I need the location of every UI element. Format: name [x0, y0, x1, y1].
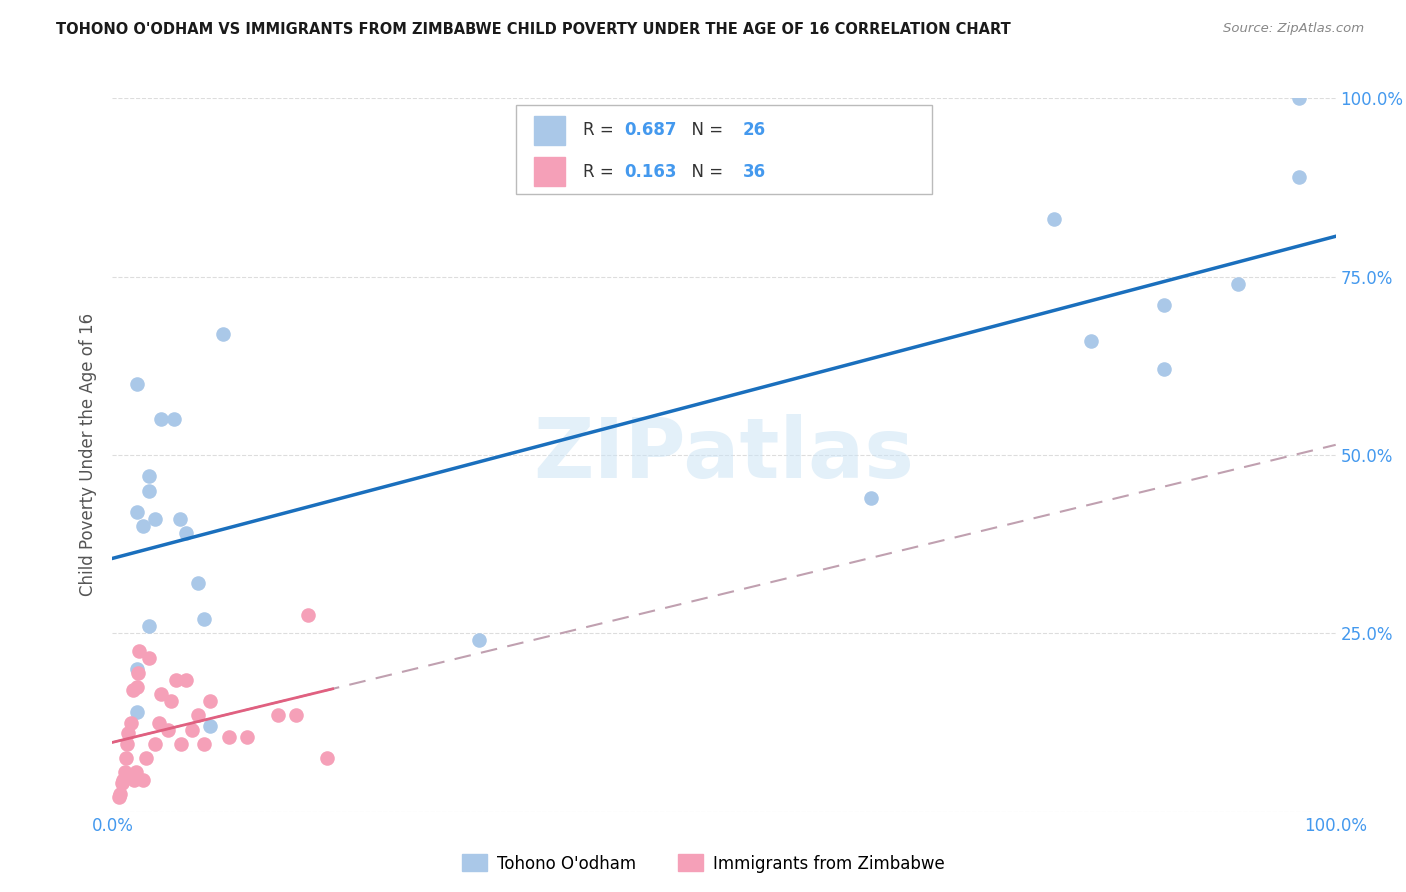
Point [108, 787, 131, 801]
Point [125, 662, 148, 676]
Point [284, 708, 308, 723]
Point [125, 765, 148, 780]
Point [115, 751, 138, 765]
Point [218, 730, 240, 744]
Point [1043, 212, 1066, 227]
Point [1226, 277, 1249, 291]
Point [111, 776, 134, 790]
Text: N =: N = [682, 121, 728, 139]
Point [187, 708, 209, 723]
Point [169, 512, 191, 526]
Text: ZIPatlas: ZIPatlas [534, 415, 914, 495]
Point [1288, 169, 1310, 184]
Point [193, 737, 215, 751]
Point [1288, 91, 1310, 105]
Point [138, 619, 160, 633]
Point [211, 326, 233, 341]
Legend: Tohono O'odham, Immigrants from Zimbabwe: Tohono O'odham, Immigrants from Zimbabwe [456, 847, 950, 880]
Point [128, 644, 150, 658]
Point [156, 723, 179, 737]
Point [1080, 334, 1102, 348]
Point [236, 730, 259, 744]
Point [174, 526, 197, 541]
Point [125, 376, 148, 391]
Point [170, 737, 193, 751]
Point [174, 673, 197, 687]
Point [138, 483, 160, 498]
Point [859, 491, 882, 505]
Point [200, 694, 222, 708]
Point [125, 505, 148, 519]
Text: 0.163: 0.163 [624, 162, 676, 180]
Point [117, 726, 139, 740]
Point [148, 715, 170, 730]
Point [127, 665, 149, 680]
Text: R =: R = [583, 121, 620, 139]
Point [266, 708, 288, 723]
Point [297, 608, 319, 623]
Text: Source: ZipAtlas.com: Source: ZipAtlas.com [1223, 22, 1364, 36]
FancyBboxPatch shape [534, 157, 565, 186]
Point [115, 737, 138, 751]
Point [1153, 362, 1175, 376]
Point [163, 412, 186, 426]
Text: TOHONO O'ODHAM VS IMMIGRANTS FROM ZIMBABWE CHILD POVERTY UNDER THE AGE OF 16 COR: TOHONO O'ODHAM VS IMMIGRANTS FROM ZIMBAB… [56, 22, 1011, 37]
Point [114, 765, 136, 780]
Point [120, 715, 142, 730]
Point [150, 412, 173, 426]
Point [107, 790, 129, 805]
FancyBboxPatch shape [534, 116, 565, 145]
Point [187, 576, 209, 591]
Point [315, 751, 337, 765]
Text: 26: 26 [742, 121, 765, 139]
Text: R =: R = [583, 162, 620, 180]
Text: 36: 36 [742, 162, 765, 180]
Y-axis label: Child Poverty Under the Age of 16: Child Poverty Under the Age of 16 [79, 313, 97, 597]
Point [150, 687, 173, 701]
Point [122, 683, 145, 698]
Point [132, 519, 155, 533]
Point [138, 469, 160, 483]
Point [1153, 298, 1175, 312]
Point [468, 633, 491, 648]
Text: 0.687: 0.687 [624, 121, 676, 139]
Point [181, 723, 204, 737]
Point [193, 612, 215, 626]
Point [132, 772, 155, 787]
Point [200, 719, 222, 733]
Point [124, 772, 146, 787]
Text: N =: N = [682, 162, 728, 180]
Point [165, 673, 187, 687]
Point [125, 705, 148, 719]
Point [138, 651, 160, 665]
Point [112, 772, 135, 787]
Point [134, 751, 156, 765]
Point [143, 737, 166, 751]
FancyBboxPatch shape [516, 105, 932, 194]
Point [143, 512, 166, 526]
Point [160, 694, 183, 708]
Point [125, 680, 148, 694]
